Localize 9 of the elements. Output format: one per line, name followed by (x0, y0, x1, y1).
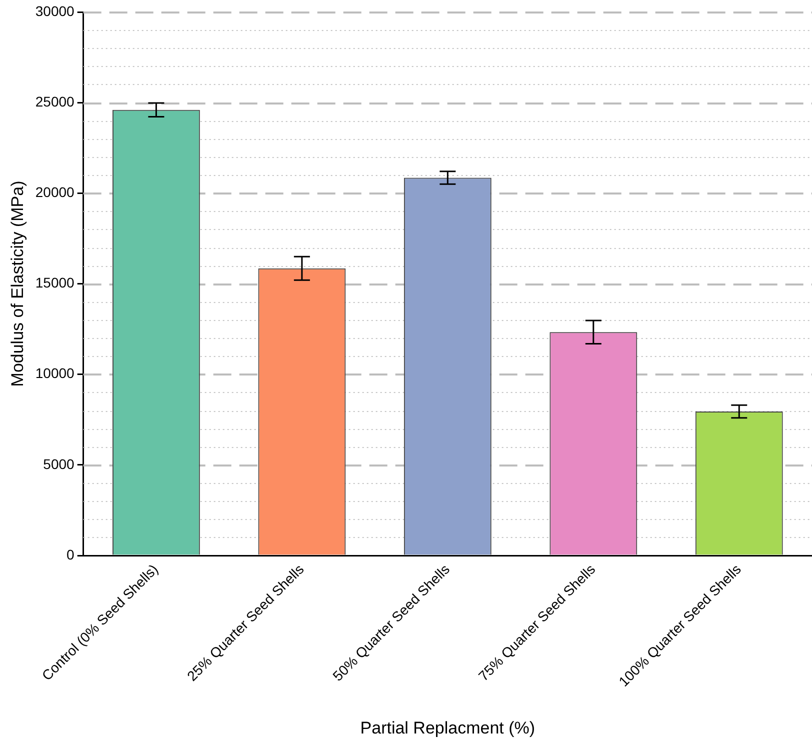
y-tick-label: 10000 (35, 365, 75, 382)
y-tick-label: 5000 (43, 456, 75, 472)
y-tick-label: 20000 (35, 184, 75, 200)
y-tick-label: 0 (66, 546, 75, 562)
x-axis-title: Partial Replacment (%) (360, 718, 536, 738)
y-tick-label: 25000 (35, 93, 75, 110)
y-axis-title: Modulus of Elasticity (MPa) (8, 180, 27, 387)
y-tick-label: 15000 (35, 274, 75, 291)
y-tick-label: 30000 (35, 2, 75, 19)
